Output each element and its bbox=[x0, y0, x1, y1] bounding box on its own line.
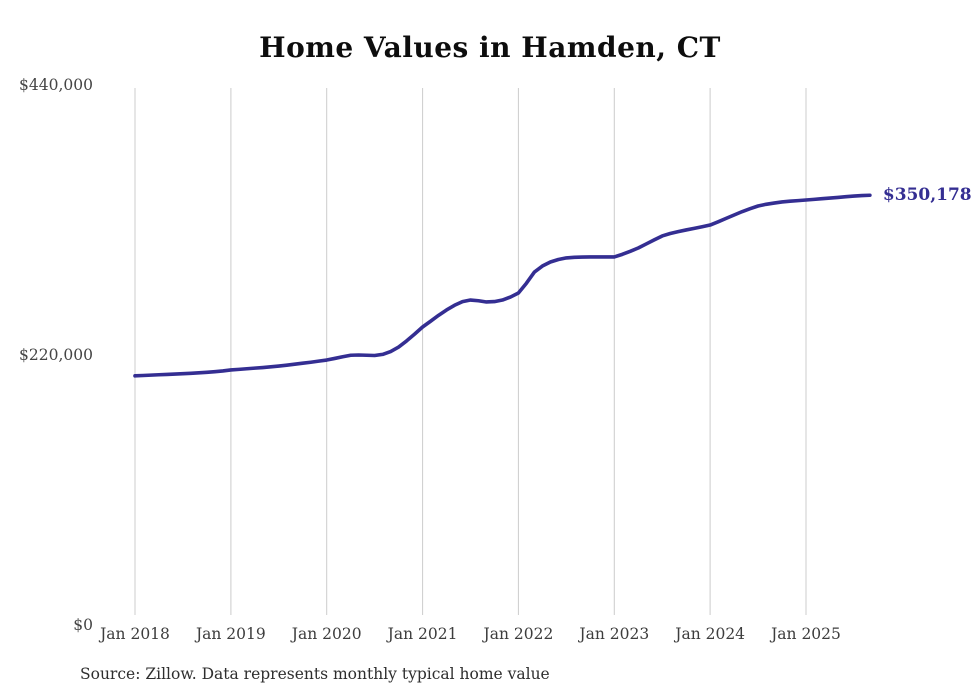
series-end-value-label: $350,178 bbox=[882, 185, 972, 206]
x-tick-label: Jan 2023 bbox=[579, 625, 650, 643]
y-tick-label-0: $0 bbox=[73, 616, 93, 634]
x-tick-label: Jan 2020 bbox=[291, 625, 362, 643]
y-tick-label-220000: $220,000 bbox=[19, 346, 93, 364]
x-tick-label: Jan 2022 bbox=[483, 625, 554, 643]
chart-title: Home Values in Hamden, CT bbox=[259, 31, 721, 64]
x-tick-label: Jan 2018 bbox=[100, 625, 170, 643]
source-note: Source: Zillow. Data represents monthly … bbox=[80, 665, 550, 683]
y-tick-label-440000: $440,000 bbox=[19, 76, 93, 94]
value-line bbox=[133, 193, 872, 378]
x-tick-label: Jan 2024 bbox=[675, 625, 746, 643]
x-tick-label: Jan 2025 bbox=[771, 625, 841, 643]
x-tick-label: Jan 2021 bbox=[387, 625, 458, 643]
x-tick-label: Jan 2019 bbox=[195, 625, 266, 643]
